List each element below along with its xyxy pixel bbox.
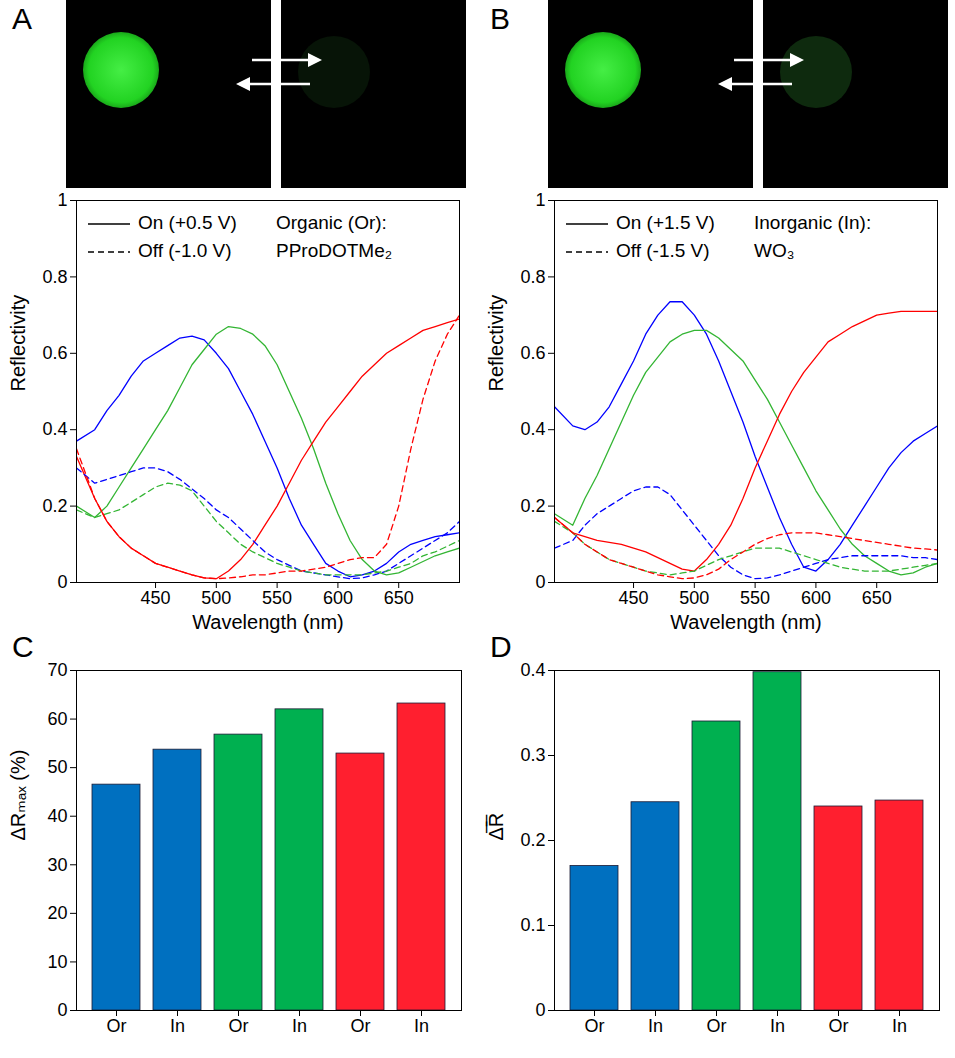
svg-text:10: 10 <box>47 952 67 972</box>
svg-text:On (+1.5 V): On (+1.5 V) <box>616 212 715 233</box>
html-text:C: C <box>12 630 34 663</box>
svg-text:30: 30 <box>47 855 67 875</box>
svg-text:0.2: 0.2 <box>520 830 545 850</box>
svg-text:650: 650 <box>384 588 414 608</box>
svg-text:650: 650 <box>862 588 892 608</box>
svg-text:70: 70 <box>47 660 67 680</box>
svg-text:ΔRₘₐₓ (%): ΔRₘₐₓ (%) <box>7 750 29 841</box>
svg-text:0.8: 0.8 <box>520 267 545 287</box>
svg-text:0: 0 <box>57 1000 67 1020</box>
svg-text:0.4: 0.4 <box>520 660 545 680</box>
svg-text:On (+0.5 V): On (+0.5 V) <box>138 212 237 233</box>
svg-text:1: 1 <box>57 190 67 210</box>
svg-text:In: In <box>892 1016 907 1036</box>
svg-text:In: In <box>292 1016 307 1036</box>
svg-text:0: 0 <box>535 1000 545 1020</box>
svg-text:Or: Or <box>107 1016 127 1036</box>
svg-text:In: In <box>648 1016 663 1036</box>
svg-text:500: 500 <box>201 588 231 608</box>
svg-text:0.6: 0.6 <box>520 343 545 363</box>
svg-text:Reflectivity: Reflectivity <box>7 295 29 392</box>
svg-text:600: 600 <box>801 588 831 608</box>
svg-text:20: 20 <box>47 903 67 923</box>
svg-text:Or: Or <box>351 1016 371 1036</box>
svg-text:0.2: 0.2 <box>520 496 545 516</box>
svg-text:0: 0 <box>57 572 67 592</box>
svg-text:550: 550 <box>740 588 770 608</box>
svg-text:0.8: 0.8 <box>42 267 67 287</box>
svg-text:550: 550 <box>262 588 292 608</box>
svg-text:40: 40 <box>47 806 67 826</box>
svg-text:50: 50 <box>47 757 67 777</box>
svg-text:1: 1 <box>535 190 545 210</box>
svg-text:600: 600 <box>323 588 353 608</box>
svg-text:Off (-1.5 V): Off (-1.5 V) <box>616 240 710 261</box>
svg-text:450: 450 <box>141 588 171 608</box>
svg-text:0.1: 0.1 <box>520 915 545 935</box>
svg-text:Or: Or <box>707 1016 727 1036</box>
svg-text:0.2: 0.2 <box>42 496 67 516</box>
svg-text:Wavelength (nm): Wavelength (nm) <box>192 611 344 633</box>
svg-text:Or: Or <box>829 1016 849 1036</box>
svg-text:In: In <box>770 1016 785 1036</box>
svg-text:0.4: 0.4 <box>42 419 67 439</box>
svg-text:Reflectivity: Reflectivity <box>485 295 507 392</box>
svg-text:0.3: 0.3 <box>520 745 545 765</box>
svg-text:Or: Or <box>229 1016 249 1036</box>
svg-text:Or: Or <box>585 1016 605 1036</box>
svg-text:Δ̅R̅: Δ̅R̅ <box>485 813 507 841</box>
svg-text:0.4: 0.4 <box>520 419 545 439</box>
svg-text:0.6: 0.6 <box>42 343 67 363</box>
svg-text:Wavelength (nm): Wavelength (nm) <box>670 611 822 633</box>
svg-text:Organic (Or):: Organic (Or): <box>276 212 387 233</box>
html-text:A: A <box>12 2 32 35</box>
svg-text:Off (-1.0 V): Off (-1.0 V) <box>138 240 232 261</box>
svg-text:In: In <box>414 1016 429 1036</box>
svg-text:0: 0 <box>535 572 545 592</box>
svg-text:WO₃: WO₃ <box>754 240 794 261</box>
svg-text:60: 60 <box>47 709 67 729</box>
html-text:D: D <box>490 630 512 663</box>
svg-text:500: 500 <box>679 588 709 608</box>
html-text:B: B <box>490 2 510 35</box>
svg-text:450: 450 <box>619 588 649 608</box>
svg-text:Inorganic (In):: Inorganic (In): <box>754 212 871 233</box>
svg-text:In: In <box>170 1016 185 1036</box>
svg-text:PProDOTMe₂: PProDOTMe₂ <box>276 240 392 261</box>
